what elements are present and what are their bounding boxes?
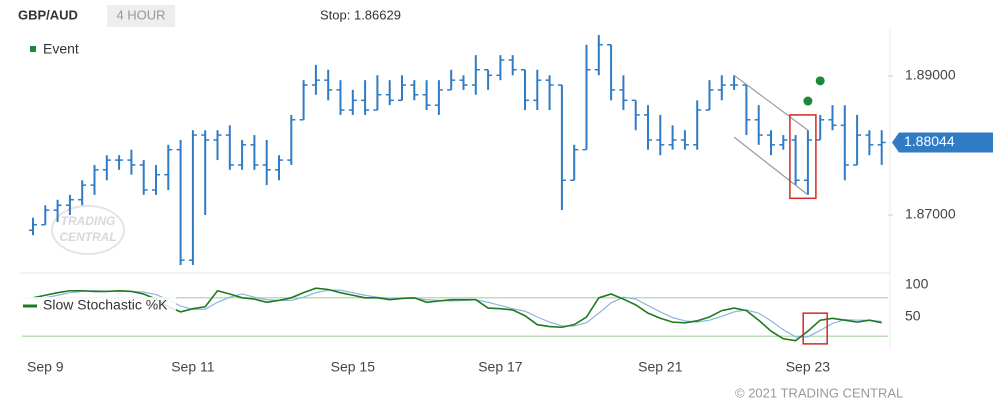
event-dot xyxy=(803,96,813,106)
channel-line xyxy=(733,74,809,131)
channel-line xyxy=(733,136,809,196)
watermark-logo xyxy=(51,205,125,255)
copyright: © 2021 TRADING CENTRAL xyxy=(735,385,903,400)
x-tick-label: Sep 17 xyxy=(478,359,523,375)
watermark: TRADING xyxy=(61,214,116,228)
interval-badge xyxy=(107,5,175,27)
watermark: CENTRAL xyxy=(59,230,116,244)
legend-bg xyxy=(20,297,176,315)
x-tick-label: Sep 15 xyxy=(331,359,376,375)
stop-level: Stop: 1.86629 xyxy=(320,7,401,22)
interval: 4 HOUR xyxy=(116,7,165,22)
y-tick-label: 50 xyxy=(905,308,921,324)
highlight-box xyxy=(789,114,817,200)
last-price-label: 1.88044 xyxy=(904,133,955,149)
x-tick-label: Sep 11 xyxy=(171,359,215,375)
legend-marker xyxy=(30,46,36,52)
x-tick-label: Sep 21 xyxy=(638,359,683,375)
last-price-badge xyxy=(892,132,993,153)
symbol: GBP/AUD xyxy=(18,7,78,22)
event-dot xyxy=(815,76,825,86)
y-tick-label: 1.87000 xyxy=(905,206,956,222)
highlight-box xyxy=(802,312,828,345)
y-tick-label: 1.89000 xyxy=(905,67,956,83)
x-tick-label: Sep 23 xyxy=(786,359,831,375)
y-tick-label: 100 xyxy=(905,276,929,292)
x-tick-label: Sep 9 xyxy=(27,359,64,375)
legend-label: Slow Stochastic %K xyxy=(43,297,168,313)
legend-label: Event xyxy=(43,41,79,57)
